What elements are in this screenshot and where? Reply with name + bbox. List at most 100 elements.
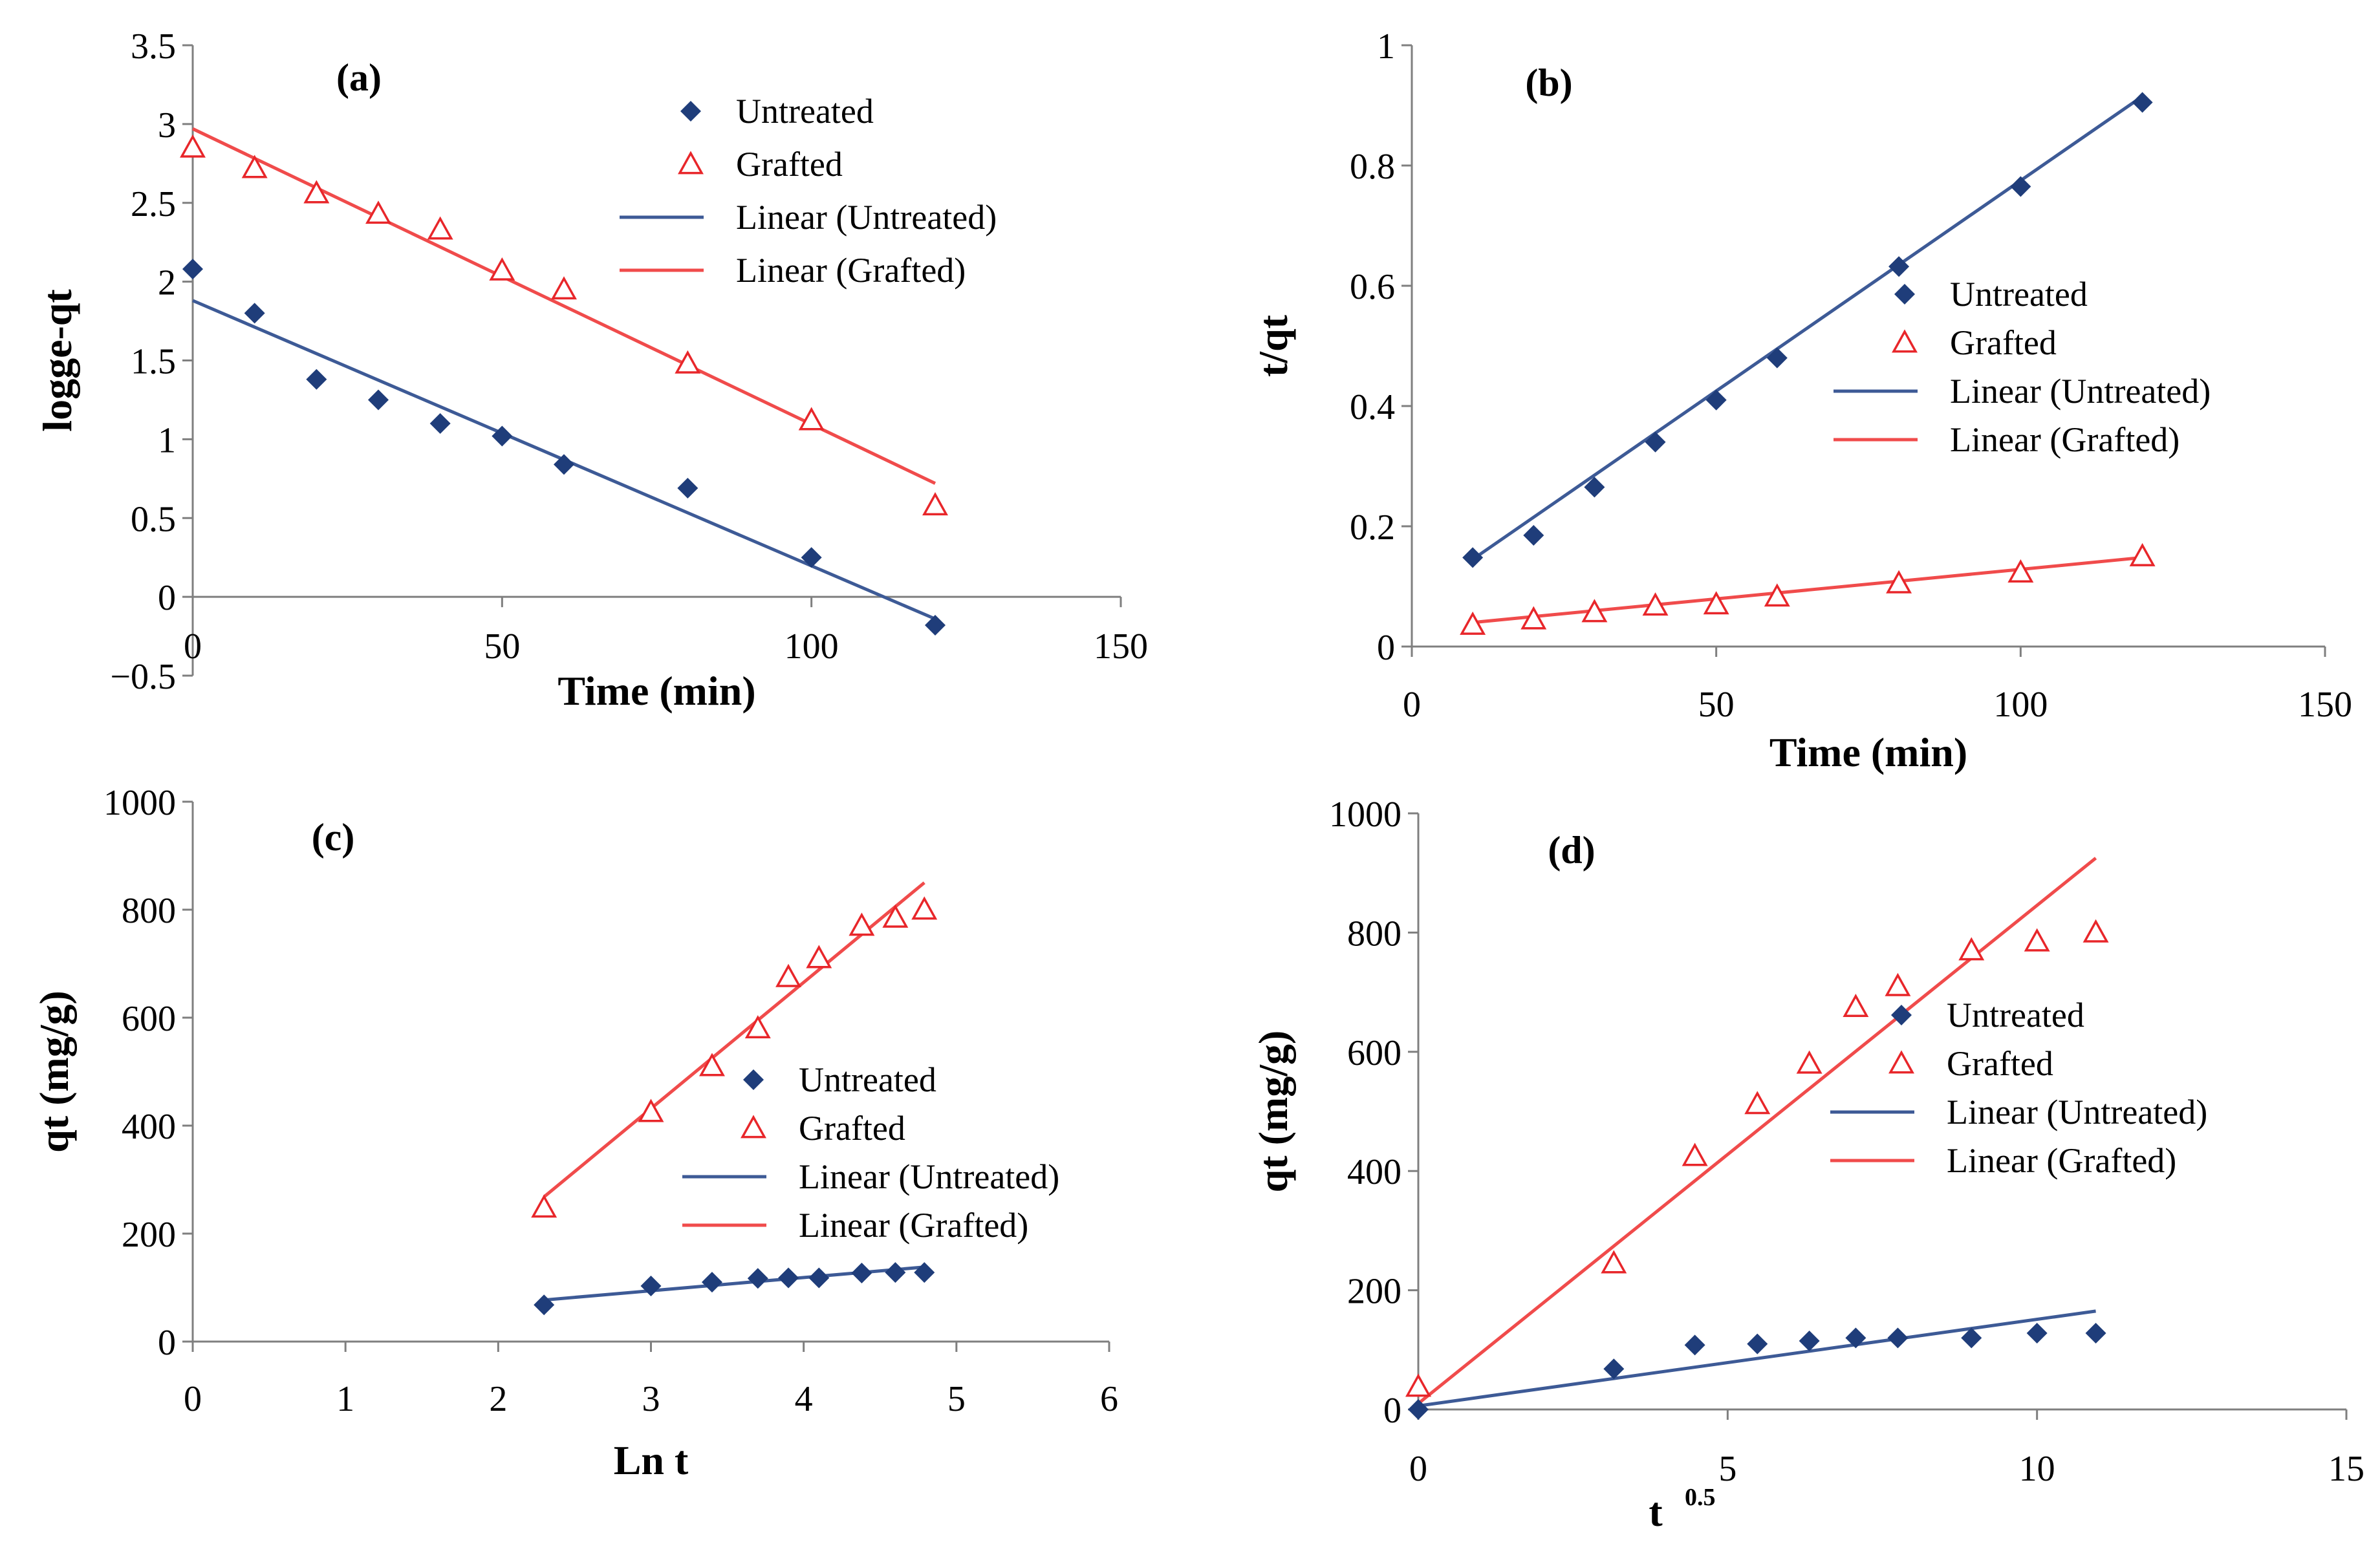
untreated-point (1462, 547, 1484, 568)
grafted-point (1886, 570, 1912, 594)
y-tick-label: 400 (122, 1107, 176, 1147)
x-tick-label: 15 (2328, 1449, 2364, 1489)
untreated-point (851, 1262, 872, 1283)
grafted-point (1703, 591, 1729, 615)
legend-marker-untreated (1894, 284, 1915, 305)
grafted-point (2007, 559, 2034, 583)
x-tick-label: 50 (1698, 685, 1735, 725)
untreated-point (2026, 1322, 2048, 1344)
grafted-point (1744, 1091, 1771, 1115)
y-tick-label: 0 (1377, 628, 1395, 668)
x-tick-label: 3 (642, 1379, 660, 1419)
untreated-point (244, 303, 265, 324)
legend-marker-grafted (1888, 1050, 1914, 1074)
chart-panel-4: 0 200 400 600 800 1000 0 5 10 15 t 0.5 qt (mg/g) (d) U… (1250, 795, 2364, 1535)
fit-line-grafted (1472, 555, 2143, 625)
x-axis-title: Time (min) (557, 668, 755, 714)
legend-label: Untreated (1947, 996, 2084, 1034)
legend-label: Linear (Grafted) (799, 1206, 1028, 1245)
legend-label: Linear (Grafted) (1947, 1141, 2176, 1180)
legend-marker-untreated (680, 101, 701, 122)
legend-label: Linear (Grafted) (1950, 420, 2180, 459)
grafted-point (427, 216, 453, 240)
legend-marker-grafted (1892, 329, 1918, 353)
y-tick-label: 0.6 (1350, 267, 1395, 307)
y-tick-label: 0.2 (1350, 508, 1395, 548)
grafted-point (2082, 919, 2109, 943)
untreated-point (914, 1262, 935, 1283)
y-axis-title: t/qt (1250, 314, 1296, 377)
untreated-point (1961, 1327, 1982, 1349)
legend-marker-grafted (678, 151, 704, 175)
grafted-point (1460, 611, 1486, 635)
y-tick-label: 1000 (103, 783, 176, 823)
y-tick-label: 0 (1383, 1391, 1401, 1431)
legend-label: Linear (Untreated) (1947, 1093, 2207, 1131)
x-tick-label: 0 (1403, 685, 1421, 725)
untreated-point (808, 1267, 830, 1289)
untreated-point (747, 1268, 768, 1289)
untreated-point (1523, 524, 1544, 546)
untreated-point (1888, 256, 1910, 277)
untreated-point (1799, 1330, 1820, 1351)
untreated-point (429, 413, 451, 434)
x-tick-label: 100 (1993, 685, 2048, 725)
panel-label: (c) (312, 816, 355, 859)
legend: Untreated Grafted Linear (Untreated) Linear… (1834, 275, 2211, 459)
grafted-point (2024, 928, 2050, 952)
legend-label: Untreated (736, 92, 874, 131)
grafted-point (1764, 583, 1790, 607)
y-tick-label: 600 (1347, 1033, 1401, 1073)
untreated-point (182, 259, 203, 280)
untreated-point (492, 425, 513, 447)
grafted-point (1796, 1050, 1823, 1074)
x-tick-label: 0 (184, 626, 202, 667)
untreated-point (778, 1267, 799, 1289)
y-tick-label: 800 (122, 891, 176, 931)
y-tick-label: 2 (158, 263, 176, 303)
fit-line-untreated (1418, 1309, 2096, 1408)
grafted-point (744, 1015, 771, 1039)
legend: Untreated Grafted Linear (Untreated) Linear… (682, 1060, 1059, 1245)
untreated-point (2132, 92, 2153, 113)
y-tick-label: 0.8 (1350, 147, 1395, 187)
untreated-point (1845, 1327, 1866, 1349)
x-tick-label: 2 (489, 1379, 507, 1419)
legend-label: Grafted (1947, 1044, 2053, 1083)
grafted-point (1601, 1250, 1627, 1274)
untreated-point (2010, 176, 2031, 197)
untreated-point (1645, 431, 1666, 453)
grafted-point (303, 180, 330, 204)
x-tick-label: 5 (947, 1379, 966, 1419)
untreated-point (640, 1275, 662, 1296)
x-axis-title-superscript: 0.5 (1685, 1484, 1716, 1511)
legend-label: Grafted (1950, 323, 2057, 362)
grafted-point (882, 904, 909, 928)
x-tick-label: 100 (784, 626, 839, 667)
y-axis-title: qt (mg/g) (1250, 1031, 1296, 1193)
untreated-point (801, 547, 822, 568)
untreated-point (677, 477, 698, 498)
fit-line-grafted (1417, 857, 2097, 1405)
fit-line-untreated (1471, 94, 2144, 561)
chart-panel-3: 0 200 400 600 800 1000 0 1 2 3 4 5 6 Ln t qt (mg/g) (c)… (31, 783, 1118, 1483)
y-tick-label: 0.5 (131, 499, 176, 539)
panel-label: (b) (1525, 61, 1572, 104)
x-tick-label: 5 (1718, 1449, 1736, 1489)
untreated-point (554, 454, 574, 475)
y-tick-label: 800 (1347, 914, 1401, 954)
legend-label: Untreated (1950, 275, 2088, 314)
grafted-point (775, 963, 802, 987)
grafted-point (551, 276, 577, 300)
legend-label: Grafted (799, 1109, 905, 1148)
y-tick-label: 2.5 (131, 184, 176, 224)
untreated-point (1705, 389, 1727, 411)
untreated-point (1747, 1333, 1768, 1355)
chart-panel-2: 0 0.2 0.4 0.6 0.8 1 0 50 100 150 Time (min) t/qt (b)… (1250, 27, 2352, 775)
y-axis-title: qt (mg/g) (31, 991, 77, 1153)
y-tick-label: 0.4 (1350, 387, 1395, 427)
x-tick-label: 4 (795, 1379, 813, 1419)
legend-label: Linear (Grafted) (736, 251, 966, 290)
grafted-point (798, 407, 825, 431)
y-tick-label: 200 (122, 1215, 176, 1255)
